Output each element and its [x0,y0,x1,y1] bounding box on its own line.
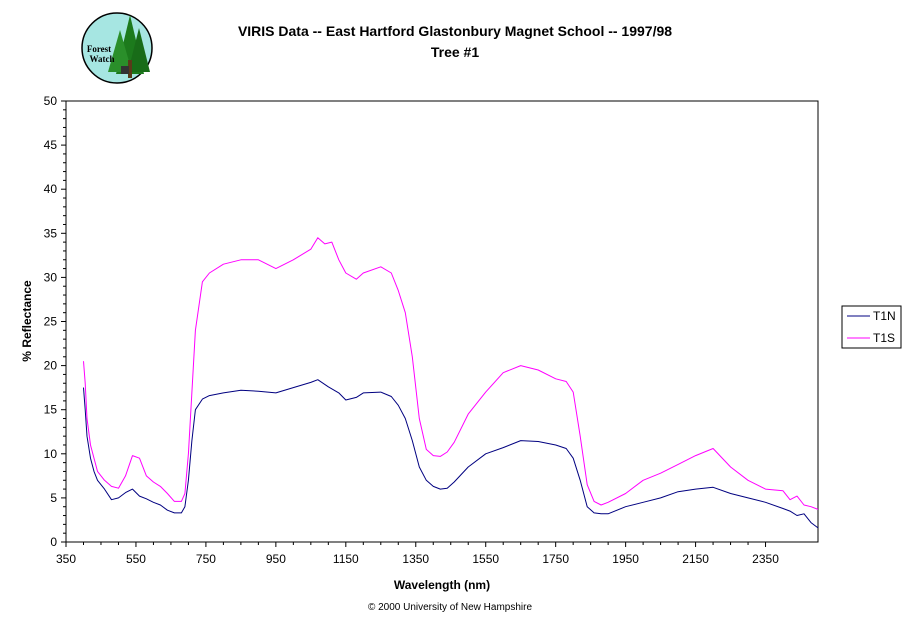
legend-label-t1s: T1S [873,331,895,345]
logo-text-line2: Watch [89,54,114,64]
y-axis: 0 5 10 15 20 25 30 35 40 45 50 [44,94,66,549]
y-tick-label: 0 [50,535,57,549]
x-tick-label: 750 [196,552,216,566]
x-tick-label: 1750 [542,552,569,566]
y-tick-label: 15 [44,403,58,417]
series-line-t1s [83,237,819,510]
x-axis-label: Wavelength (nm) [394,578,490,592]
legend: T1N T1S [841,305,902,349]
x-tick-label: 2150 [682,552,709,566]
x-tick-label: 350 [56,552,76,566]
x-tick-label: 2350 [752,552,779,566]
y-tick-label: 10 [44,447,58,461]
y-tick-label: 40 [44,182,58,196]
series-line-t1n [83,379,819,529]
x-tick-label: 550 [126,552,146,566]
x-tick-label: 1150 [333,552,359,566]
chart-title: VIRIS Data -- East Hartford Glastonbury … [238,23,672,39]
x-tick-label: 950 [266,552,286,566]
logo-text-line1: Forest [87,44,111,54]
series-layer [83,237,819,529]
y-tick-label: 20 [44,359,58,373]
y-tick-label: 35 [44,226,58,240]
chart-subtitle: Tree #1 [431,44,479,60]
legend-label-t1n: T1N [873,309,896,323]
y-tick-label: 45 [44,138,58,152]
y-tick-label: 30 [44,270,58,284]
x-tick-label: 1350 [402,552,429,566]
x-tick-label: 1550 [472,552,499,566]
y-tick-label: 25 [44,315,58,329]
plot-area [65,100,819,543]
y-axis-label: % Reflectance [20,280,34,362]
forest-watch-logo: Forest Watch [81,12,153,84]
y-tick-label: 50 [44,94,58,108]
y-tick-label: 5 [50,491,57,505]
legend-box [841,305,902,349]
x-axis: 350 550 750 950 1150 1350 1550 1750 1950 2150 2350 [56,542,779,566]
copyright-text: © 2000 University of New Hampshire [368,602,533,613]
x-tick-label: 1950 [612,552,639,566]
